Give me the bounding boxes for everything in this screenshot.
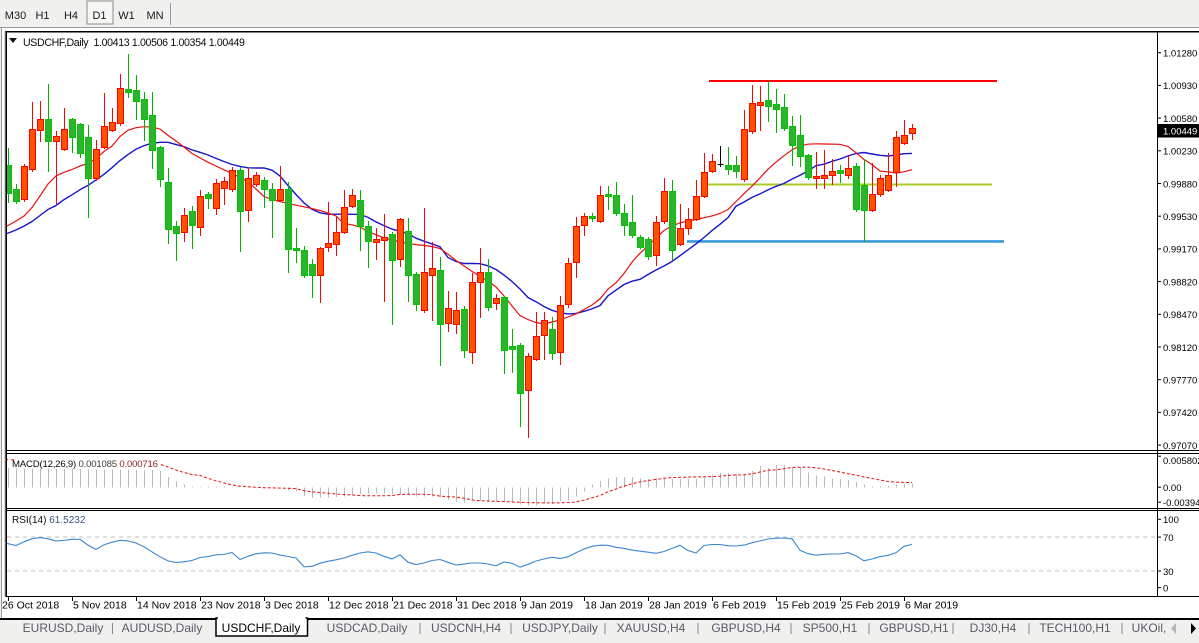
svg-text:18 Jan 2019: 18 Jan 2019 bbox=[585, 600, 643, 612]
svg-text:0.99530: 0.99530 bbox=[1163, 212, 1197, 223]
svg-text:5 Nov 2018: 5 Nov 2018 bbox=[73, 600, 127, 612]
svg-text:0.98820: 0.98820 bbox=[1163, 277, 1197, 288]
svg-text:28 Jan 2019: 28 Jan 2019 bbox=[649, 600, 707, 612]
svg-text:0.99880: 0.99880 bbox=[1163, 179, 1197, 190]
svg-text:EURUSD,Daily: EURUSD,Daily bbox=[23, 621, 104, 635]
svg-text:23 Nov 2018: 23 Nov 2018 bbox=[201, 600, 261, 612]
svg-text:100: 100 bbox=[1163, 515, 1179, 526]
svg-text:12 Dec 2018: 12 Dec 2018 bbox=[329, 600, 389, 612]
svg-text:GBPUSD,H1: GBPUSD,H1 bbox=[879, 621, 949, 635]
svg-text:6 Mar 2019: 6 Mar 2019 bbox=[905, 600, 958, 612]
svg-text:MACD(12,26,9) 0.001085 0.00071: MACD(12,26,9) 0.001085 0.000716 bbox=[12, 459, 158, 470]
svg-text:1.00580: 1.00580 bbox=[1163, 114, 1197, 125]
svg-text:15 Feb 2019: 15 Feb 2019 bbox=[777, 600, 836, 612]
svg-text:TECH100,H1: TECH100,H1 bbox=[1039, 621, 1111, 635]
svg-text:1.01280: 1.01280 bbox=[1163, 49, 1197, 60]
svg-text:1.00230: 1.00230 bbox=[1163, 147, 1197, 158]
svg-text:XAUUSD,H4: XAUUSD,H4 bbox=[617, 621, 686, 635]
svg-text:0.97070: 0.97070 bbox=[1163, 441, 1197, 452]
svg-text:31 Dec 2018: 31 Dec 2018 bbox=[457, 600, 517, 612]
svg-text:0.97420: 0.97420 bbox=[1163, 408, 1197, 419]
svg-text:UKOil,: UKOil, bbox=[1132, 621, 1167, 635]
svg-text:21 Dec 2018: 21 Dec 2018 bbox=[393, 600, 453, 612]
svg-text:30: 30 bbox=[1163, 567, 1174, 578]
svg-text:0.00: 0.00 bbox=[1163, 483, 1182, 494]
svg-text:DJ30,H4: DJ30,H4 bbox=[970, 621, 1017, 635]
svg-text:GBPUSD,H4: GBPUSD,H4 bbox=[711, 621, 781, 635]
svg-text:MN: MN bbox=[146, 10, 163, 22]
svg-text:0.005802: 0.005802 bbox=[1163, 456, 1199, 467]
svg-text:USDCNH,H4: USDCNH,H4 bbox=[431, 621, 501, 635]
svg-text:USDCAD,Daily: USDCAD,Daily bbox=[327, 621, 408, 635]
svg-text:25 Feb 2019: 25 Feb 2019 bbox=[841, 600, 900, 612]
svg-text:AUDUSD,Daily: AUDUSD,Daily bbox=[122, 621, 203, 635]
svg-text:6 Feb 2019: 6 Feb 2019 bbox=[713, 600, 766, 612]
svg-text:0: 0 bbox=[1163, 583, 1168, 594]
svg-text:H4: H4 bbox=[64, 10, 78, 22]
svg-text:1.00449: 1.00449 bbox=[1163, 126, 1197, 137]
svg-text:26 Oct 2018: 26 Oct 2018 bbox=[2, 600, 59, 612]
svg-text:RSI(14) 61.5232: RSI(14) 61.5232 bbox=[12, 515, 86, 526]
svg-text:0.98120: 0.98120 bbox=[1163, 343, 1197, 354]
svg-text:0.97770: 0.97770 bbox=[1163, 376, 1197, 387]
svg-text:W1: W1 bbox=[118, 10, 135, 22]
svg-text:M30: M30 bbox=[5, 10, 26, 22]
svg-text:0.98470: 0.98470 bbox=[1163, 310, 1197, 321]
svg-text:0.99170: 0.99170 bbox=[1163, 245, 1197, 256]
svg-text:70: 70 bbox=[1163, 533, 1174, 544]
svg-text:SP500,H1: SP500,H1 bbox=[803, 621, 858, 635]
svg-text:3 Dec 2018: 3 Dec 2018 bbox=[265, 600, 319, 612]
svg-text:USDCHF,Daily 1.00413 1.00506: USDCHF,Daily 1.00413 1.00506 1.00354 1.0… bbox=[23, 37, 245, 49]
svg-text:D1: D1 bbox=[92, 10, 106, 22]
svg-text:USDJPY,Daily: USDJPY,Daily bbox=[522, 621, 598, 635]
svg-text:14 Nov 2018: 14 Nov 2018 bbox=[137, 600, 197, 612]
svg-text:-0.003945: -0.003945 bbox=[1163, 498, 1199, 509]
svg-text:H1: H1 bbox=[35, 10, 49, 22]
svg-text:1.00930: 1.00930 bbox=[1163, 81, 1197, 92]
svg-text:USDCHF,Daily: USDCHF,Daily bbox=[222, 621, 301, 635]
svg-text:9 Jan 2019: 9 Jan 2019 bbox=[521, 600, 573, 612]
